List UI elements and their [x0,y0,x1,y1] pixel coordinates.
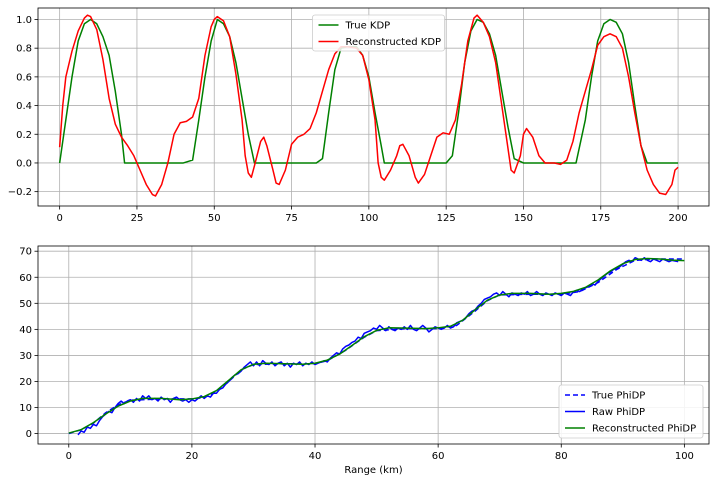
kdp-x-tick-label: 150 [514,213,533,224]
kdp-x-tick-label: 0 [56,213,62,224]
phidp-series-line-2 [68,257,685,434]
phidp-x-tick-label: 40 [309,451,322,462]
phidp-x-tick-label: 100 [675,451,694,462]
phidp-x-tick-label: 20 [186,451,199,462]
phidp-x-tick-label: 0 [66,451,72,462]
phidp-lines [68,256,685,436]
phidp-legend-label: True PhiDP [591,391,645,402]
phidp-x-tick-label: 60 [432,451,445,462]
kdp-legend-label: Reconstructed KDP [346,37,442,48]
phidp-plot-frame [37,245,710,445]
phidp-y-tick-label: 10 [19,403,32,414]
phidp-legend-label: Reconstructed PhiDP [592,424,696,435]
phidp-grid [38,246,709,444]
phidp-legend-box [558,384,704,439]
kdp-x-tick-label: 200 [669,213,688,224]
kdp-y-tick-label: 0.4 [16,101,32,112]
phidp-legend: True PhiDP Raw PhiDP Reconstructed PhiDP [558,384,704,439]
kdp-y-tick-label: 1.0 [16,15,32,26]
phidp-y-tick-label: 0 [26,429,32,440]
phidp-y-tick-label: 40 [19,325,32,336]
kdp-subplot: 0 25 50 75 100 125 150 175 200 −0.2 0.0 0.2 0.4 0.6 0… [8,7,710,224]
kdp-y-tick-label: 0.2 [16,130,32,141]
kdp-legend-box [312,14,445,52]
phidp-y-tick-label: 70 [19,247,32,258]
kdp-legend: True KDP Reconstructed KDP [312,14,445,52]
kdp-y-tick-label: 0.8 [16,44,32,55]
kdp-y-tick-label: 0.0 [16,158,32,169]
kdp-x-tick-label: 25 [131,213,144,224]
phidp-y-tick-label: 30 [19,351,32,362]
kdp-x-tick-label: 175 [591,213,610,224]
phidp-y-ticks: 0 10 20 30 40 50 60 70 [19,247,38,440]
kdp-x-ticks: 0 25 50 75 100 125 150 175 200 [56,206,688,224]
kdp-y-tick-label: −0.2 [8,187,32,198]
kdp-y-ticks: −0.2 0.0 0.2 0.4 0.6 0.8 1.0 [8,15,38,198]
kdp-x-tick-label: 50 [208,213,221,224]
phidp-legend-label: Raw PhiDP [592,407,645,418]
kdp-x-tick-label: 75 [285,213,298,224]
phidp-y-tick-label: 50 [19,299,32,310]
phidp-x-ticks: 0 20 40 60 80 100 [66,444,694,462]
kdp-series-line-1 [58,14,679,197]
phidp-y-tick-label: 60 [19,273,32,284]
kdp-x-tick-label: 125 [437,213,456,224]
kdp-x-tick-label: 100 [359,213,378,224]
kdp-y-tick-label: 0.6 [16,72,32,83]
phidp-x-tick-label: 80 [555,451,568,462]
phidp-y-tick-label: 20 [19,377,32,388]
phidp-x-axis-label: Range (km) [344,465,402,476]
kdp-legend-label: True KDP [345,21,391,32]
kdp-plot-frame [37,7,710,207]
